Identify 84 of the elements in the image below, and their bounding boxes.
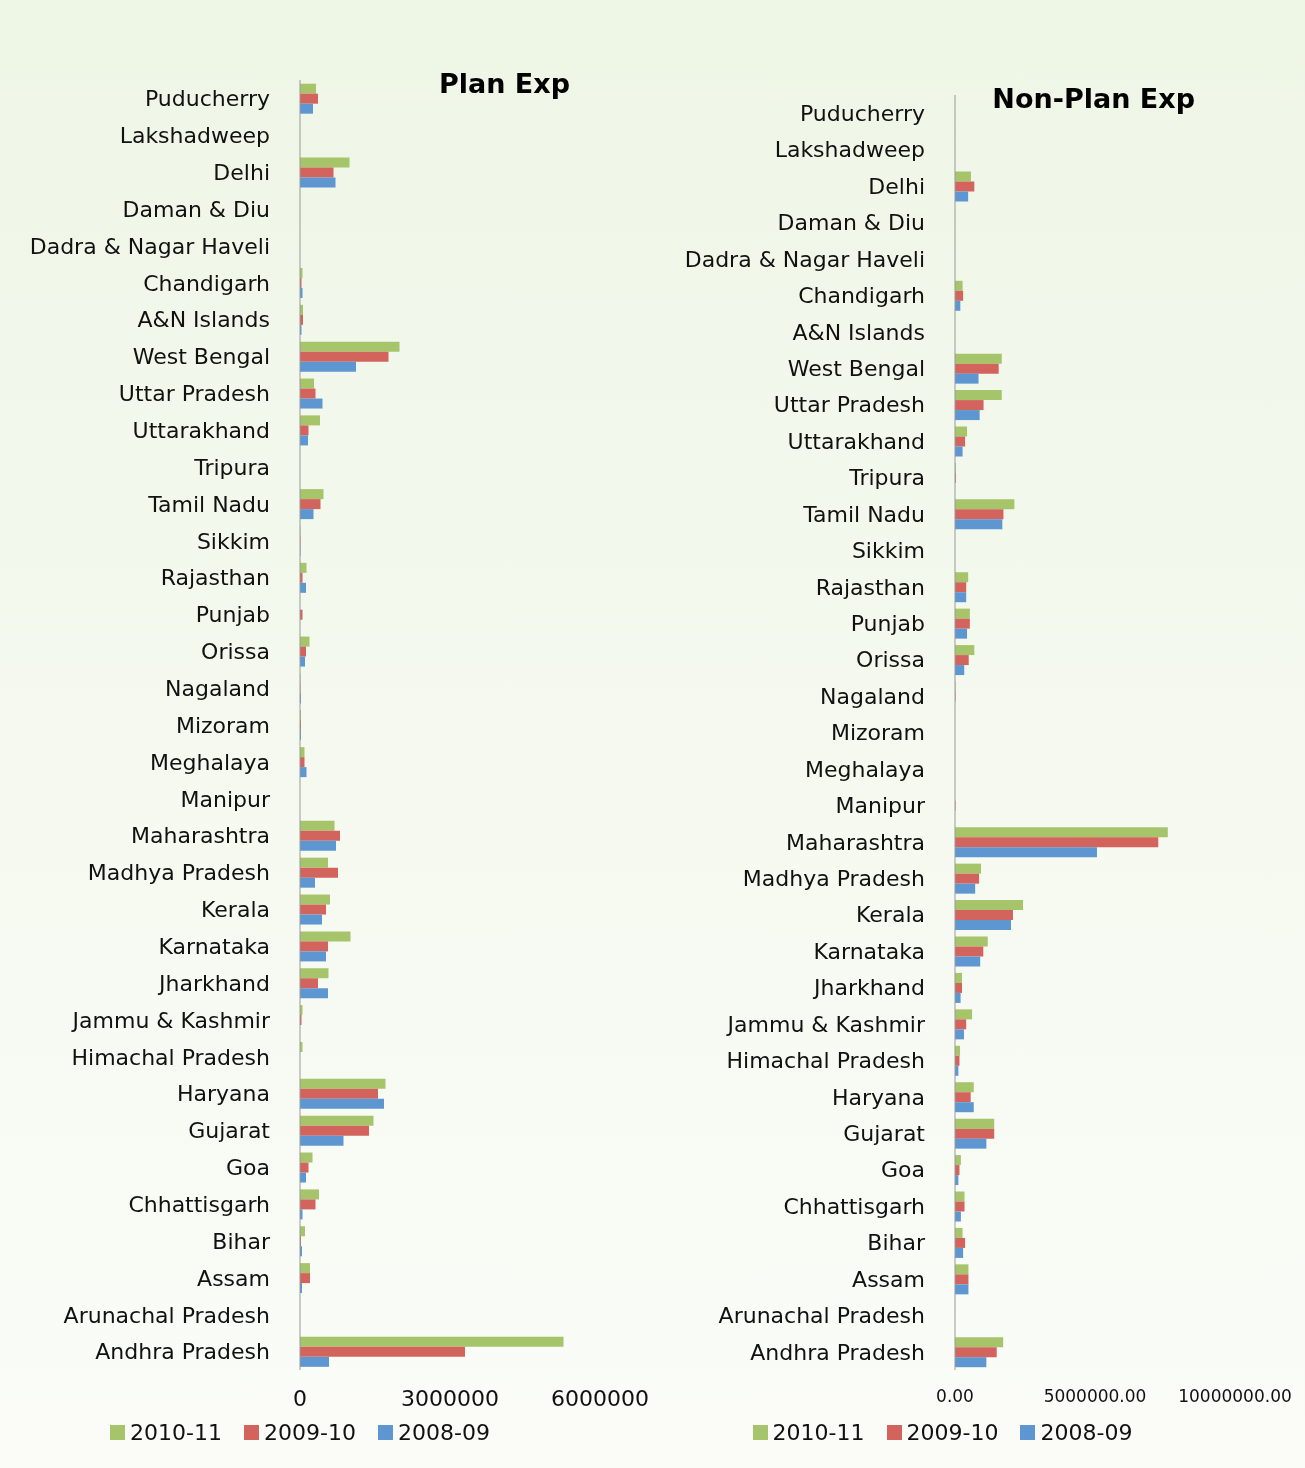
y-tick-label: Tamil Nadu [802,501,925,527]
y-tick-label: Sikkim [196,528,270,554]
y-tick-label: Dadra & Nagar Haveli [684,246,925,272]
y-tick-label: Sikkim [851,538,925,564]
chart-title: Non-Plan Exp [992,83,1195,114]
y-tick-label: Meghalaya [149,749,270,775]
y-tick-label: Puducherry [144,86,270,112]
y-tick-label: Tripura [193,454,270,480]
y-tick-label: Meghalaya [804,756,925,782]
y-tick-label: West Bengal [132,344,270,370]
y-tick-label: Goa [226,1155,270,1181]
y-tick-label: Chhattisgarh [783,1193,925,1219]
y-tick-label: Mizoram [830,720,925,746]
y-tick-label: Nagaland [820,683,925,709]
legend-label: 2008-09 [396,1420,490,1445]
y-tick-label: Dadra & Nagar Haveli [29,233,270,259]
y-tick-label: Orissa [201,639,270,665]
y-tick-label: Karnataka [813,938,925,964]
y-tick-label: Nagaland [165,675,270,701]
y-tick-label: Rajasthan [815,574,925,600]
y-tick-label: Madhya Pradesh [742,866,925,892]
y-tick-label: Delhi [213,159,270,185]
x-tick-label: 6000000 [551,1385,649,1411]
y-tick-label: Orissa [856,647,925,673]
y-tick-label: Puducherry [799,101,925,127]
y-tick-label: Haryana [832,1084,925,1110]
y-tick-label: Andhra Pradesh [95,1339,270,1365]
y-tick-label: Daman & Diu [777,210,925,236]
y-tick-label: A&N Islands [792,319,925,345]
x-tick-label: 0 [293,1385,307,1411]
y-tick-label: Gujarat [843,1121,926,1147]
y-tick-label: Maharashtra [131,823,270,849]
y-tick-label: Chhattisgarh [128,1191,270,1217]
y-tick-label: Andhra Pradesh [750,1339,925,1365]
y-tick-label: Arunachal Pradesh [718,1303,925,1329]
y-tick-label: Jammu & Kashmir [70,1007,271,1033]
y-tick-label: Assam [197,1265,270,1291]
y-tick-label: West Bengal [787,356,925,382]
y-tick-label: Delhi [868,173,925,199]
y-tick-label: Jharkhand [156,970,270,996]
y-tick-label: Rajasthan [160,565,270,591]
y-tick-label: Goa [881,1157,925,1183]
y-tick-label: Jharkhand [811,975,925,1001]
y-tick-label: Karnataka [158,933,270,959]
x-tick-label: 5000000.00 [1043,1386,1147,1407]
y-tick-label: Jammu & Kashmir [725,1011,926,1037]
y-tick-label: Uttarakhand [787,428,925,454]
y-tick-label: Kerala [201,897,270,923]
y-tick-label: Daman & Diu [122,196,270,222]
legend-label: 2009-10 [905,1420,999,1445]
y-tick-label: Chandigarh [798,283,925,309]
y-tick-label: Himachal Pradesh [726,1048,925,1074]
y-tick-label: Manipur [180,786,271,812]
y-tick-label: Mizoram [175,712,270,738]
y-tick-label: Madhya Pradesh [87,860,270,886]
y-tick-label: Uttarakhand [132,417,270,443]
legend-label: 2009-10 [263,1420,356,1445]
legend-label: 2010-11 [129,1420,223,1445]
y-tick-label: Maharashtra [786,829,925,855]
legend-label: 2008-09 [1039,1420,1133,1445]
y-tick-label: Manipur [835,793,926,819]
legend-label: 2010-11 [771,1420,865,1445]
y-tick-label: Tamil Nadu [147,491,270,517]
y-tick-label: Haryana [177,1081,270,1107]
y-tick-label: Kerala [856,902,925,928]
y-tick-label: Bihar [212,1228,271,1254]
y-tick-label: Uttar Pradesh [773,392,925,418]
y-tick-label: Punjab [850,611,925,637]
x-tick-label: 0.00 [936,1386,974,1407]
x-tick-label: 3000000 [401,1385,499,1411]
y-tick-label: Uttar Pradesh [118,381,270,407]
y-tick-label: Assam [852,1266,925,1292]
y-tick-label: Himachal Pradesh [71,1044,270,1070]
chart-title: Plan Exp [438,68,570,99]
y-tick-label: Lakshadweep [774,137,925,163]
y-tick-label: Arunachal Pradesh [63,1302,270,1328]
y-tick-label: Lakshadweep [119,123,270,149]
y-tick-label: A&N Islands [137,307,270,333]
y-tick-label: Tripura [848,465,925,491]
y-tick-label: Bihar [867,1230,926,1256]
y-tick-label: Chandigarh [143,270,270,296]
x-tick-label: 10000000.00 [1178,1386,1292,1407]
y-tick-label: Punjab [195,602,270,628]
y-tick-label: Gujarat [188,1118,271,1144]
